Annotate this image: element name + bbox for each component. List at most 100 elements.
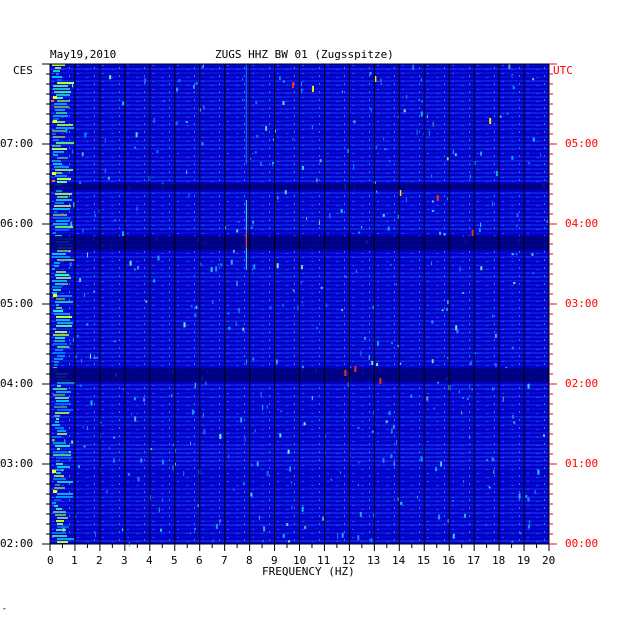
spectral-speckle <box>540 153 542 157</box>
spectral-speckle <box>357 535 360 541</box>
spectral-speckle <box>122 528 124 532</box>
spectral-speckle <box>435 467 437 472</box>
spectral-speckle <box>455 325 458 331</box>
x-tick-label: 18 <box>492 554 506 567</box>
spectral-speckle <box>372 411 374 416</box>
spectral-speckle <box>525 495 528 498</box>
spectral-speckle <box>463 480 465 484</box>
transient <box>471 230 474 236</box>
spectral-speckle <box>114 219 117 222</box>
low-frequency-energy <box>53 343 67 345</box>
spectral-speckle <box>361 226 363 229</box>
left-time-label: 03:00 <box>0 457 34 470</box>
spectral-speckle <box>486 459 489 461</box>
spectral-speckle <box>95 531 96 537</box>
spectral-speckle <box>128 473 130 476</box>
spectral-speckle <box>347 382 350 388</box>
spectral-speckle <box>431 320 434 324</box>
spectral-speckle <box>340 209 343 213</box>
low-frequency-energy <box>56 127 74 129</box>
spectral-speckle <box>318 221 320 225</box>
spectral-speckle <box>464 513 466 518</box>
spectral-speckle <box>90 400 93 406</box>
spectral-speckle <box>452 533 455 539</box>
low-frequency-energy <box>56 400 69 402</box>
spectral-speckle <box>258 515 260 520</box>
spectral-speckle <box>238 220 240 223</box>
low-frequency-energy <box>56 307 62 309</box>
x-axis-label: FREQUENCY (HZ) <box>262 565 355 578</box>
low-frequency-energy <box>54 265 59 267</box>
x-tick-label: 2 <box>96 554 103 567</box>
spectral-speckle <box>502 396 504 402</box>
low-frequency-energy <box>53 511 66 513</box>
spectral-speckle <box>79 384 82 387</box>
left-time-label: 04:00 <box>0 377 34 390</box>
spectral-speckle <box>212 300 214 304</box>
spectral-speckle <box>303 422 306 426</box>
low-frequency-energy <box>55 283 68 285</box>
transient <box>399 190 402 196</box>
low-frequency-energy <box>54 499 61 501</box>
spectral-speckle <box>272 138 275 141</box>
low-frequency-energy <box>53 394 65 396</box>
spectral-speckle <box>113 436 116 439</box>
low-frequency-energy <box>55 229 69 231</box>
energy-peak <box>51 100 54 102</box>
low-frequency-energy <box>56 199 72 201</box>
spectral-speckle <box>145 300 148 303</box>
low-frequency-energy <box>57 523 63 525</box>
low-frequency-energy <box>53 388 67 390</box>
spectral-speckle <box>350 366 352 370</box>
spectral-speckle <box>397 115 400 118</box>
spectral-speckle <box>431 174 433 178</box>
spectral-speckle <box>131 413 132 416</box>
spectral-speckle <box>416 129 418 135</box>
low-frequency-energy <box>53 139 59 141</box>
spectral-speckle <box>384 148 387 151</box>
x-tick-label: 0 <box>47 554 54 567</box>
low-frequency-energy <box>52 76 62 78</box>
spectral-speckle <box>546 220 548 224</box>
low-frequency-energy <box>56 142 74 144</box>
spectral-speckle <box>75 355 77 359</box>
spectral-speckle <box>507 112 509 115</box>
spectral-speckle <box>275 129 276 133</box>
spectral-speckle <box>446 157 449 161</box>
spectral-speckle <box>511 155 514 160</box>
spectral-speckle <box>527 497 530 502</box>
spectral-speckle <box>360 351 362 357</box>
low-frequency-energy <box>52 64 65 66</box>
spectral-speckle <box>469 174 471 179</box>
spectral-speckle <box>406 94 408 99</box>
spectral-speckle <box>282 303 284 307</box>
low-frequency-energy <box>56 472 61 474</box>
spectral-speckle <box>447 357 449 360</box>
date-label: May19,2010 <box>50 48 117 61</box>
spectral-speckle <box>178 79 181 83</box>
spectral-speckle <box>123 388 125 391</box>
transient <box>311 86 314 92</box>
spectral-speckle <box>471 388 473 391</box>
spectral-speckle <box>210 267 213 272</box>
spectral-speckle <box>225 226 227 230</box>
low-frequency-energy <box>55 484 60 486</box>
spectral-speckle <box>272 162 274 167</box>
spectral-speckle <box>87 426 88 430</box>
low-frequency-energy <box>53 88 70 90</box>
spectral-speckle <box>347 149 350 153</box>
spectral-speckle <box>431 200 434 203</box>
spectral-speckle <box>70 221 73 227</box>
low-frequency-energy <box>54 91 71 93</box>
spectral-speckle <box>79 278 82 282</box>
spectral-speckle <box>405 197 407 203</box>
spectral-speckle <box>149 448 152 451</box>
x-tick-label: 6 <box>196 554 203 567</box>
spectral-speckle <box>82 228 84 233</box>
spectral-speckle <box>194 382 196 388</box>
low-frequency-energy <box>57 493 73 495</box>
low-frequency-energy <box>57 97 63 99</box>
spectral-speckle <box>162 498 164 501</box>
low-frequency-energy <box>55 193 72 195</box>
transient <box>292 82 295 88</box>
